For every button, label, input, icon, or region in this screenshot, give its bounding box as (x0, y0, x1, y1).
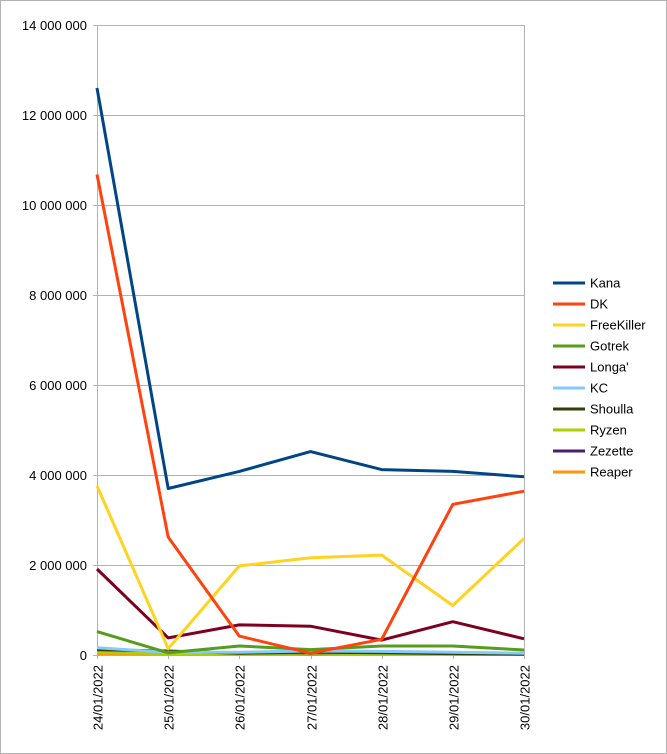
legend-item-reaper: Reaper (553, 465, 633, 480)
y-tick-label: 6 000 000 (29, 378, 87, 393)
legend-label: Kana (590, 276, 621, 291)
series-layer (95, 87, 526, 656)
legend-item-ryzen: Ryzen (553, 423, 627, 438)
legend-item-kc: KC (553, 381, 608, 396)
x-tick-label: 27/01/2022 (305, 665, 320, 730)
series-line-longa (95, 567, 525, 642)
y-tick-label: 12 000 000 (22, 108, 87, 123)
y-tick-label: 0 (80, 648, 87, 663)
series-line-kana (95, 87, 525, 490)
series-line-freekiller (95, 485, 526, 651)
y-tick-label: 10 000 000 (22, 198, 87, 213)
x-tick-label: 24/01/2022 (91, 665, 106, 730)
legend-item-kana: Kana (553, 276, 621, 291)
x-tick-label: 25/01/2022 (162, 665, 177, 730)
legend-item-gotrek: Gotrek (553, 339, 630, 354)
x-tick-label: 26/01/2022 (233, 665, 248, 730)
legend: Kana DK FreeKiller Gotrek Longa' KC Shoulla Ryz… (553, 276, 646, 480)
legend-label: Ryzen (590, 423, 627, 438)
x-tick-labels: 24/01/2022 25/01/2022 26/01/2022 27/01/2022… (91, 665, 533, 730)
y-tick-label: 4 000 000 (29, 468, 87, 483)
legend-label: Shoulla (590, 402, 634, 417)
legend-item-freekiller: FreeKiller (553, 318, 646, 333)
y-tick-label: 2 000 000 (29, 558, 87, 573)
legend-label: DK (590, 297, 608, 312)
legend-item-shoulla: Shoulla (553, 402, 634, 417)
y-tick-label: 8 000 000 (29, 288, 87, 303)
axis-layer (93, 25, 525, 659)
series-line-dk (95, 174, 525, 655)
legend-label: Zezette (590, 444, 633, 459)
legend-item-zezette: Zezette (553, 444, 633, 459)
x-tick-label: 28/01/2022 (376, 665, 391, 730)
y-tick-labels: 0 2 000 000 4 000 000 6 000 000 8 000 000 10 … (22, 18, 87, 663)
legend-label: Reaper (590, 465, 633, 480)
legend-item-dk: DK (553, 297, 608, 312)
x-tick-label: 29/01/2022 (447, 665, 462, 730)
legend-label: FreeKiller (590, 318, 646, 333)
grid-layer (97, 25, 524, 656)
x-tick-label: 30/01/2022 (518, 665, 533, 730)
legend-item-longa: Longa' (553, 360, 629, 375)
y-tick-label: 14 000 000 (22, 18, 87, 33)
series-line-gotrek (96, 630, 525, 655)
legend-label: Longa' (590, 360, 629, 375)
legend-label: KC (590, 381, 608, 396)
legend-label: Gotrek (590, 339, 630, 354)
